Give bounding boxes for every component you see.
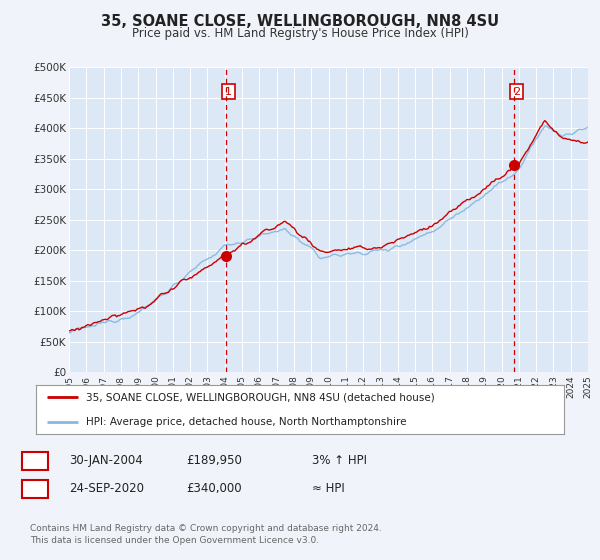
Text: 3% ↑ HPI: 3% ↑ HPI [312,454,367,468]
Text: This data is licensed under the Open Government Licence v3.0.: This data is licensed under the Open Gov… [30,536,319,545]
Text: Contains HM Land Registry data © Crown copyright and database right 2024.: Contains HM Land Registry data © Crown c… [30,524,382,533]
Text: 30-JAN-2004: 30-JAN-2004 [69,454,143,468]
Text: 1: 1 [31,454,38,468]
Text: 2: 2 [513,87,520,97]
Text: HPI: Average price, detached house, North Northamptonshire: HPI: Average price, detached house, Nort… [86,417,407,427]
Text: £340,000: £340,000 [186,482,242,496]
Text: 24-SEP-2020: 24-SEP-2020 [69,482,144,496]
Text: ≈ HPI: ≈ HPI [312,482,345,496]
Text: 2: 2 [31,482,38,496]
Text: 35, SOANE CLOSE, WELLINGBOROUGH, NN8 4SU (detached house): 35, SOANE CLOSE, WELLINGBOROUGH, NN8 4SU… [86,392,435,402]
Text: Price paid vs. HM Land Registry's House Price Index (HPI): Price paid vs. HM Land Registry's House … [131,27,469,40]
Text: 35, SOANE CLOSE, WELLINGBOROUGH, NN8 4SU: 35, SOANE CLOSE, WELLINGBOROUGH, NN8 4SU [101,14,499,29]
Text: 1: 1 [225,87,232,97]
Text: £189,950: £189,950 [186,454,242,468]
